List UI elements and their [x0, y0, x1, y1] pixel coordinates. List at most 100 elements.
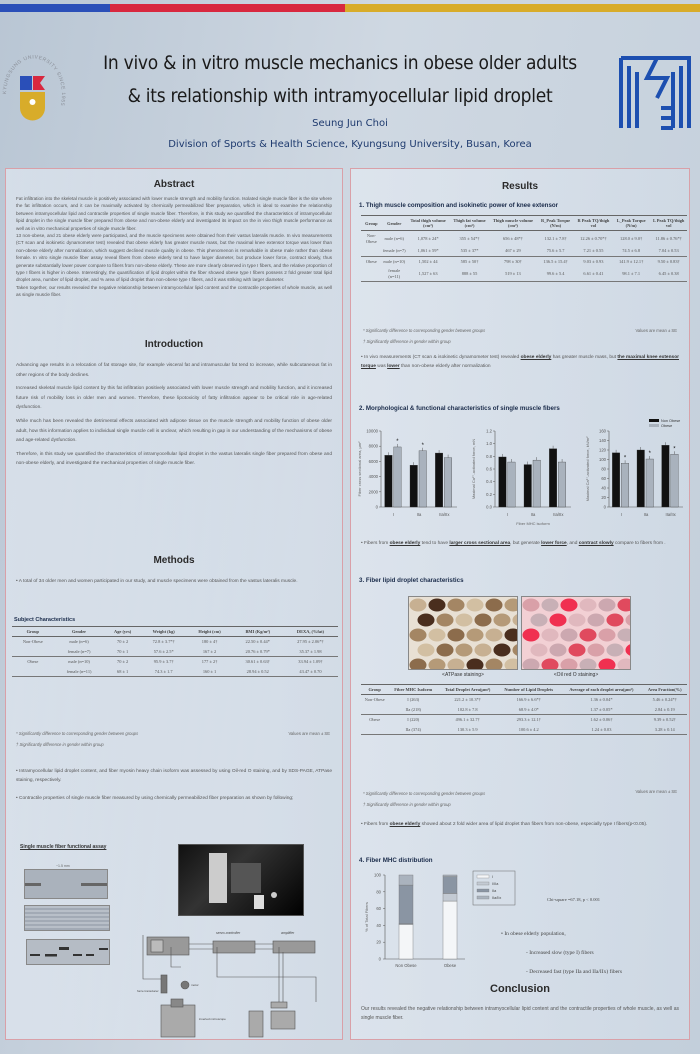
y-tick-label: 80 — [376, 889, 381, 894]
bullet-text: Increased slow (type I) fibers — [529, 950, 594, 956]
section3-bullet: • Fibers from obese elderly showed about… — [361, 822, 648, 827]
intro-paragraph: Advancing age results in a relocation of… — [16, 363, 332, 378]
methods-bullet-text: A total of 34 older men and women partic… — [18, 579, 298, 584]
bullet-emphasis: obese elderly — [389, 541, 421, 546]
amplifier-label: amplifier — [281, 931, 295, 935]
table-cell: female (n=11) — [381, 266, 407, 282]
column-header: Thigh muscle volume (cm³) — [489, 215, 537, 231]
table-row: Obese male (n=10) 70 ± 2 95.9 ± 3.7† 177 ± 2… — [12, 657, 338, 667]
group-cell — [361, 266, 382, 282]
muscle-fiber-cell — [446, 657, 466, 669]
introduction-text: Advancing age results in a relocation of… — [16, 361, 332, 473]
legend-swatch — [476, 881, 490, 886]
stripe-red — [110, 4, 345, 12]
table-cell: 798 ± 30† — [504, 258, 522, 264]
y-tick-label: 1.0 — [486, 441, 492, 446]
column-header: Gender — [53, 626, 105, 637]
apparatus-photo — [178, 844, 304, 916]
table-cell: 6.45 ± 0.38 — [650, 266, 687, 282]
column-header: Total Droplet Area(µm²) — [438, 684, 498, 695]
table-cell: 28.94 ± 0.52 — [232, 666, 283, 677]
bullet-text: In vivo measurements (CT scan & isokinet… — [364, 355, 521, 360]
muscle-fiber-cell — [484, 627, 504, 643]
table-cell: 160 ± 1 — [186, 666, 233, 677]
muscle-fiber-cell — [529, 612, 549, 628]
intro-paragraph: While much has been revealed the detrime… — [16, 418, 332, 444]
muscle-fiber-cell — [427, 657, 447, 669]
abstract-paragraph: Fat infiltration into the skeletal muscl… — [16, 196, 332, 231]
muscle-fiber-cell — [522, 627, 541, 643]
abstract-paragraph: Taken together, our results revealed the… — [16, 284, 332, 298]
chi-square-result: Chi-square =67.18, p < 0.001 — [547, 897, 600, 902]
table-cell: 72.8 ± 3.7*† — [152, 639, 175, 644]
y-tick-label: 0 — [376, 505, 379, 510]
column-header: Group — [12, 626, 54, 637]
bar-non-obese — [498, 456, 507, 508]
muscle-fiber-cell — [597, 627, 617, 643]
table-cell: 70 ± 2 — [117, 639, 129, 644]
legend-label: Obese — [661, 424, 672, 428]
x-axis-label: Fiber MHC isoform — [516, 521, 550, 525]
section4-title: 4. Fiber MHC distribution — [359, 857, 433, 864]
university-seal-icon: KYUNGSUNG UNIVERSITY SINCE 1955 — [0, 46, 68, 162]
thigh-composition-table: Group Gender Total thigh volume (cm³) Thigh… — [361, 215, 687, 282]
methods-bullet: • Contractile properties of single muscl… — [16, 796, 294, 801]
muscle-fiber-cell — [567, 612, 587, 628]
abstract-paragraph: 13 non-obese, and 21 obese elderly were … — [16, 233, 332, 283]
bullet-text: , and — [566, 541, 579, 546]
legend-label: I — [492, 875, 493, 879]
microscope-label: inverted microscope — [199, 1017, 226, 1021]
significance-asterisk: * — [673, 446, 676, 452]
muscle-fiber-cell — [540, 627, 560, 643]
values-note: Values are mean ± SE — [635, 789, 677, 794]
subject-characteristics-table: Group Gender Age (yrs) Weight (kg) Height (c… — [12, 626, 338, 677]
bullet-text: was — [375, 364, 388, 369]
muscle-fiber-cell — [473, 612, 493, 628]
x-tick-label: IIa/IIx — [666, 512, 677, 517]
bar-non-obese — [409, 465, 418, 508]
legend-swatch — [476, 888, 490, 893]
muscle-fiber-cell — [559, 657, 579, 669]
muscle-fiber-cell — [616, 597, 630, 613]
muscle-fiber-cell — [484, 657, 504, 669]
muscle-fiber-cell — [586, 642, 606, 658]
x-tick-label: IIa — [644, 512, 649, 517]
table-cell: 128.0 ± 9.0† — [620, 235, 643, 241]
footnote-between-groups: * Significantly difference to correspond… — [363, 328, 486, 333]
y-tick-label: 0.6 — [486, 467, 492, 472]
significance-asterisk: * — [422, 443, 425, 449]
group-cell — [361, 246, 382, 257]
table-cell: 30.61 ± 0.63† — [245, 659, 270, 664]
table-cell: I (263) — [407, 697, 420, 702]
table-cell: 68.9 ± 4.0* — [497, 704, 561, 715]
footnote-between-groups: * Significantly difference to correspond… — [16, 731, 139, 736]
table-cell: 467 ± 29 — [489, 246, 537, 257]
table-cell: 136.5 ± 15.4† — [543, 258, 568, 264]
atpase-caption: <ATPase staining> — [442, 672, 484, 678]
table-cell: 74.3 ± 1.7 — [140, 666, 187, 677]
poster-title-line1: In vivo & in vitro muscle mechanics in o… — [103, 52, 577, 74]
methods-bullet: • A total of 34 older men and women part… — [16, 579, 298, 584]
bullet-emphasis: lower force — [541, 541, 567, 546]
table-cell: male (n=10) — [68, 659, 90, 664]
table-cell: 166.9 ± 6.6*† — [516, 697, 541, 702]
muscle-fiber-cell — [578, 627, 598, 643]
muscle-fiber-cell — [409, 627, 428, 643]
table-cell: 5.46 ± 0.24*† — [652, 697, 677, 702]
y-tick-label: 10000 — [366, 429, 378, 434]
legend-label: Non Obese — [661, 419, 680, 423]
legend-label: IIa/IIx — [492, 896, 501, 900]
table-cell: 496.1 ± 32.7† — [455, 717, 480, 722]
bar-obese — [532, 459, 541, 508]
oil-red-o-staining-image — [521, 596, 631, 670]
table-cell: 100.6 ± 4.2 — [497, 724, 561, 735]
muscle-fiber-cell — [435, 612, 455, 628]
fiber-striation-image — [24, 905, 110, 931]
table-header-row: Group Gender Total thigh volume (cm³) Thigh… — [361, 215, 687, 231]
group-cell: Non-Obese — [364, 697, 385, 702]
bullet-emphasis: obese elderly — [520, 355, 552, 360]
muscle-fiber-cell — [605, 612, 625, 628]
stacked-segment-i — [398, 924, 414, 960]
abstract-title: Abstract — [153, 179, 195, 190]
table-row: IIa (374) 130.3 ± 5.9 100.6 ± 4.2 1.24 ± 0.… — [361, 724, 687, 735]
